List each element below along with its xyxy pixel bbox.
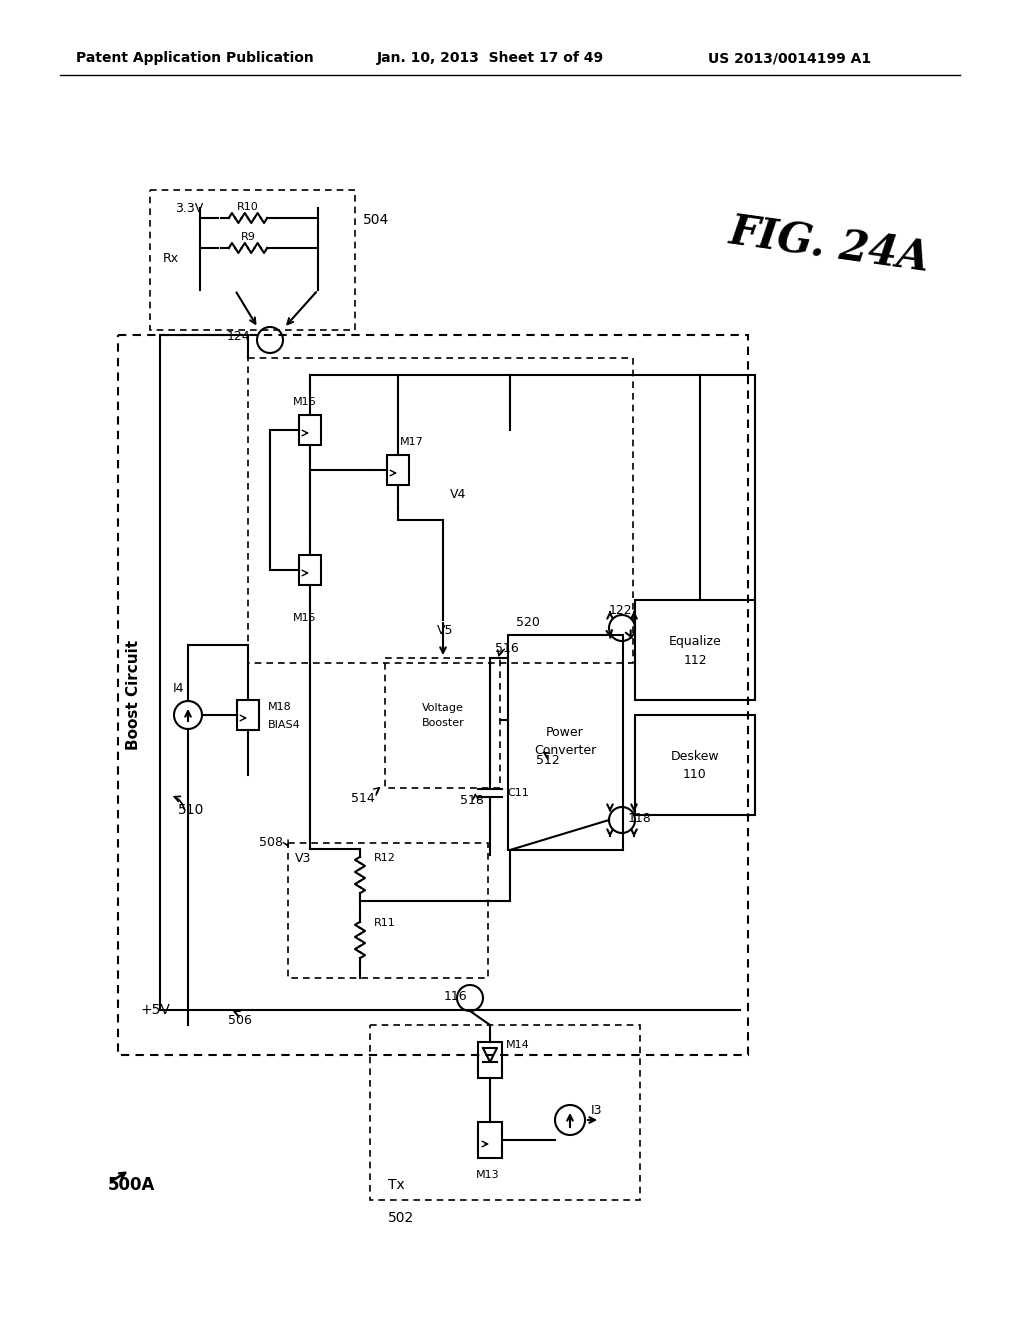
Text: 512: 512: [537, 754, 560, 767]
Text: 110: 110: [683, 768, 707, 781]
Text: US 2013/0014199 A1: US 2013/0014199 A1: [709, 51, 871, 65]
Text: 500A: 500A: [108, 1176, 156, 1195]
Text: R10: R10: [238, 202, 259, 213]
Bar: [288, 843, 488, 978]
Text: C11: C11: [507, 788, 528, 799]
Text: Voltage: Voltage: [422, 704, 464, 713]
Bar: [635, 715, 755, 814]
Text: FIG. 24A: FIG. 24A: [727, 210, 933, 280]
Text: BIAS4: BIAS4: [268, 719, 301, 730]
Text: Boost Circuit: Boost Circuit: [126, 640, 140, 750]
Text: M14: M14: [506, 1040, 529, 1049]
Text: Patent Application Publication: Patent Application Publication: [76, 51, 314, 65]
Text: V4: V4: [450, 488, 466, 502]
Bar: [478, 1122, 502, 1158]
Text: 502: 502: [388, 1210, 415, 1225]
Text: R12: R12: [374, 853, 396, 863]
Bar: [387, 455, 409, 484]
Bar: [508, 635, 623, 850]
Text: 504: 504: [362, 213, 389, 227]
Text: M13: M13: [476, 1170, 500, 1180]
Text: Power: Power: [546, 726, 584, 738]
Text: Tx: Tx: [388, 1177, 404, 1192]
Bar: [478, 1041, 502, 1078]
Text: 516: 516: [496, 642, 519, 655]
Text: M17: M17: [400, 437, 424, 447]
Text: M16: M16: [293, 397, 316, 407]
Bar: [299, 414, 321, 445]
Text: 116: 116: [443, 990, 467, 1002]
Text: 3.3V: 3.3V: [175, 202, 203, 214]
Text: I4: I4: [172, 681, 183, 694]
Text: 508: 508: [259, 837, 283, 850]
Bar: [635, 601, 755, 700]
Text: 124: 124: [226, 330, 250, 343]
Text: Deskew: Deskew: [671, 751, 719, 763]
Text: V3: V3: [295, 851, 311, 865]
Text: 518: 518: [460, 793, 484, 807]
Text: 520: 520: [516, 616, 540, 630]
Bar: [118, 335, 748, 1055]
Text: Booster: Booster: [422, 718, 464, 729]
Text: M18: M18: [268, 702, 292, 711]
Text: Equalize: Equalize: [669, 635, 721, 648]
Bar: [248, 358, 633, 663]
Bar: [385, 657, 500, 788]
Text: 112: 112: [683, 653, 707, 667]
Text: M15: M15: [293, 612, 316, 623]
Text: V5: V5: [437, 623, 454, 636]
Text: Jan. 10, 2013  Sheet 17 of 49: Jan. 10, 2013 Sheet 17 of 49: [377, 51, 603, 65]
Bar: [299, 554, 321, 585]
Text: 510: 510: [178, 803, 205, 817]
Text: Converter: Converter: [534, 743, 596, 756]
Text: 122: 122: [608, 603, 632, 616]
Bar: [150, 190, 355, 330]
Bar: [237, 700, 259, 730]
Text: 514: 514: [351, 792, 375, 804]
Text: 506: 506: [228, 1014, 252, 1027]
Text: Rx: Rx: [163, 252, 179, 264]
Bar: [370, 1026, 640, 1200]
Text: R11: R11: [374, 917, 395, 928]
Text: 118: 118: [628, 812, 652, 825]
Text: +5V: +5V: [140, 1003, 170, 1016]
Text: R9: R9: [241, 232, 255, 242]
Text: I3: I3: [590, 1104, 602, 1117]
